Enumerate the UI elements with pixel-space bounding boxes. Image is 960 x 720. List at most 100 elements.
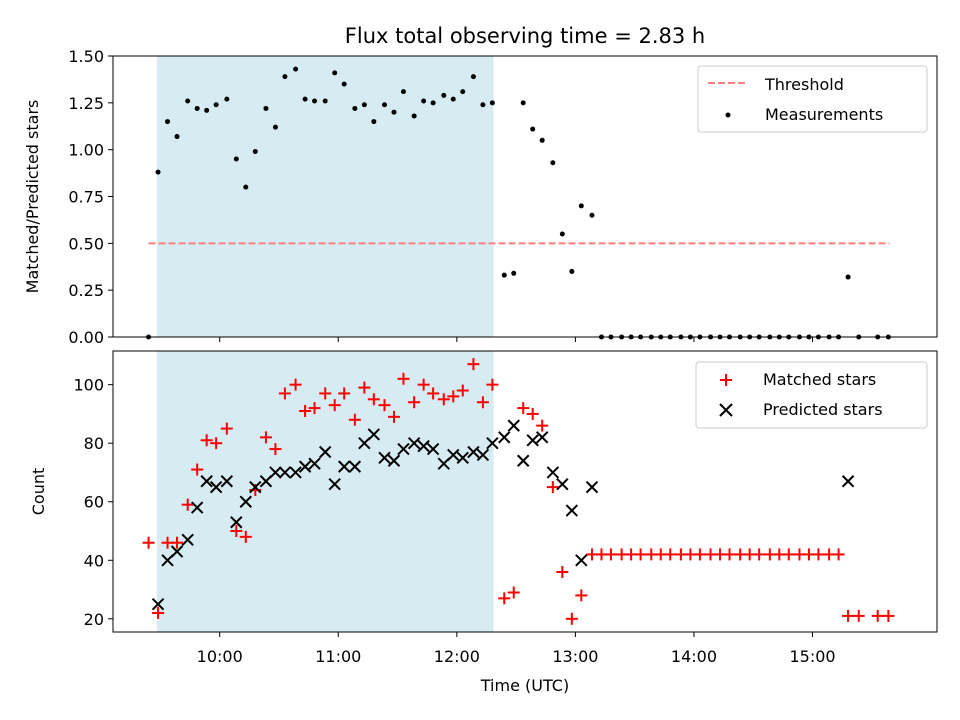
predicted-star-point [387, 454, 401, 467]
matched-star-point [842, 609, 855, 622]
y-tick-label: 0.25 [68, 281, 104, 300]
matched-star-point [693, 548, 706, 561]
measurement-point [501, 272, 507, 278]
bottom-x-ticks: 10:00 11:00 12:00 13:00 14:00 15:00 [197, 632, 836, 666]
measurement-point [174, 134, 180, 140]
matched-star-point [200, 434, 213, 447]
matched-star-point [152, 606, 165, 619]
predicted-star-point [507, 419, 520, 432]
predicted-star-point [337, 460, 351, 473]
predicted-star-point [298, 460, 312, 473]
measurement-point [282, 74, 288, 80]
predicted-star-point [289, 466, 302, 479]
predicted-star-point [585, 480, 599, 494]
matched-star-point [210, 437, 223, 450]
measurement-point [430, 100, 436, 106]
top-y-axis-label: Matched/Predicted stars [23, 100, 42, 294]
measurement-point [559, 231, 565, 237]
legend-matched-swatch [720, 374, 732, 386]
matched-star-point [338, 387, 351, 400]
measurement-point [302, 96, 308, 102]
measurement-point [550, 160, 556, 166]
matched-star-point [565, 612, 578, 625]
measurement-points [146, 66, 891, 340]
x-tick-label: 13:00 [552, 647, 598, 666]
predicted-star-point [190, 501, 204, 514]
matched-star-point [723, 548, 736, 561]
top-y-ticks: 0.00 0.25 0.50 0.75 1.00 1.25 1.50 [68, 47, 113, 347]
matched-star-point [852, 609, 865, 622]
matched-star-point [604, 548, 617, 561]
matched-star-point [142, 536, 155, 549]
matched-star-point [498, 592, 511, 605]
predicted-star-point [517, 454, 530, 467]
predicted-star-point [486, 436, 499, 450]
measurement-point [391, 109, 397, 115]
measurement-point [845, 274, 851, 280]
y-tick-label: 1.25 [68, 94, 104, 113]
matched-star-point [289, 378, 302, 391]
predicted-star-point [378, 451, 391, 465]
matched-star-point [427, 387, 440, 400]
matched-star-point [517, 402, 530, 415]
predicted-star-point [397, 442, 410, 456]
predicted-star-point [417, 439, 430, 453]
measurement-point [332, 70, 338, 76]
measurement-point [382, 102, 388, 108]
measurement-point [155, 169, 161, 175]
measurement-point [322, 98, 328, 104]
matched-star-point [230, 525, 243, 538]
matched-star-point [476, 396, 489, 409]
y-tick-label: 1.00 [68, 141, 104, 160]
matched-star-point [299, 405, 312, 418]
predicted-star-point [319, 445, 332, 459]
legend-threshold-label: Threshold [764, 75, 844, 94]
measurement-point [460, 89, 466, 95]
measurement-point [263, 105, 269, 111]
matched-star-point [664, 548, 677, 561]
measurement-point [272, 124, 278, 130]
matched-star-point [536, 419, 549, 432]
matched-star-point [239, 530, 252, 543]
matched-star-point [367, 393, 380, 406]
predicted-star-point [230, 516, 243, 529]
measurement-point [165, 119, 171, 125]
matched-star-point [832, 548, 845, 561]
matched-star-point [467, 358, 480, 371]
predicted-star-point [278, 466, 292, 479]
measurement-point [312, 98, 318, 104]
measurement-point [480, 102, 486, 108]
matched-star-point [871, 609, 884, 622]
top-x-ticks [219, 337, 814, 342]
measurement-point [470, 74, 476, 80]
observing-span-shade [156, 56, 494, 337]
predicted-star-point [209, 480, 223, 494]
predicted-star-point [546, 466, 560, 479]
measurement-point [233, 156, 239, 162]
measurement-point [400, 89, 406, 95]
measurement-point [371, 119, 377, 125]
legend-measurements-swatch [725, 112, 731, 118]
y-tick-label: 80 [84, 434, 104, 453]
x-tick-label: 11:00 [315, 647, 361, 666]
matched-star-point [220, 422, 233, 435]
matched-star-point [526, 407, 539, 420]
predicted-star-point [348, 460, 362, 473]
y-tick-label: 100 [73, 376, 104, 395]
legend-predicted-label: Predicted stars [763, 400, 883, 419]
measurement-point [411, 113, 417, 119]
measurement-point [539, 137, 545, 143]
bottom-axes-frame [112, 350, 938, 633]
matched-star-point [634, 548, 647, 561]
matched-star-point [556, 565, 569, 578]
x-tick-label: 12:00 [434, 647, 480, 666]
predicted-star-point [328, 477, 341, 491]
predicted-star-point [269, 466, 282, 479]
y-tick-label: 20 [84, 610, 104, 629]
predicted-star-point [170, 545, 184, 558]
legend-matched-label: Matched stars [763, 370, 876, 389]
x-tick-label: 14:00 [671, 647, 717, 666]
predicted-star-point [456, 451, 469, 465]
matched-star-point [378, 399, 391, 412]
